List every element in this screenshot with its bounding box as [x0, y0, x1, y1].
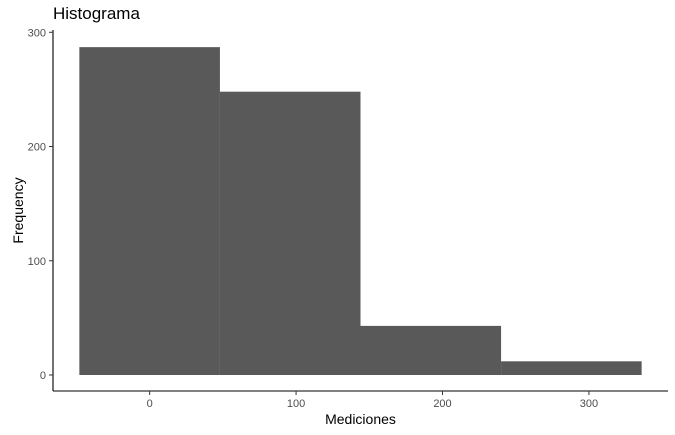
y-tick-label: 300: [28, 27, 46, 39]
histogram-bar-3: [360, 325, 502, 376]
x-tick-label: 100: [287, 398, 305, 410]
x-tick-label: 0: [147, 398, 153, 410]
histogram-bar-2: [219, 91, 361, 376]
histogram-bar-4: [501, 361, 642, 376]
chart-title: Histograma: [53, 4, 140, 23]
x-axis-title: Mediciones: [325, 411, 396, 427]
y-tick-label: 0: [40, 370, 46, 382]
y-axis-title: Frequency: [10, 177, 26, 243]
y-tick-label: 200: [28, 142, 46, 154]
x-axis-ticks: 0 100 200 300: [147, 391, 598, 410]
x-tick-label: 200: [433, 398, 451, 410]
y-axis-ticks: 0 100 200 300: [28, 27, 53, 382]
y-tick-label: 100: [28, 256, 46, 268]
bars-group: [79, 47, 642, 376]
histogram-bar-1: [79, 47, 220, 376]
x-tick-label: 300: [580, 398, 598, 410]
